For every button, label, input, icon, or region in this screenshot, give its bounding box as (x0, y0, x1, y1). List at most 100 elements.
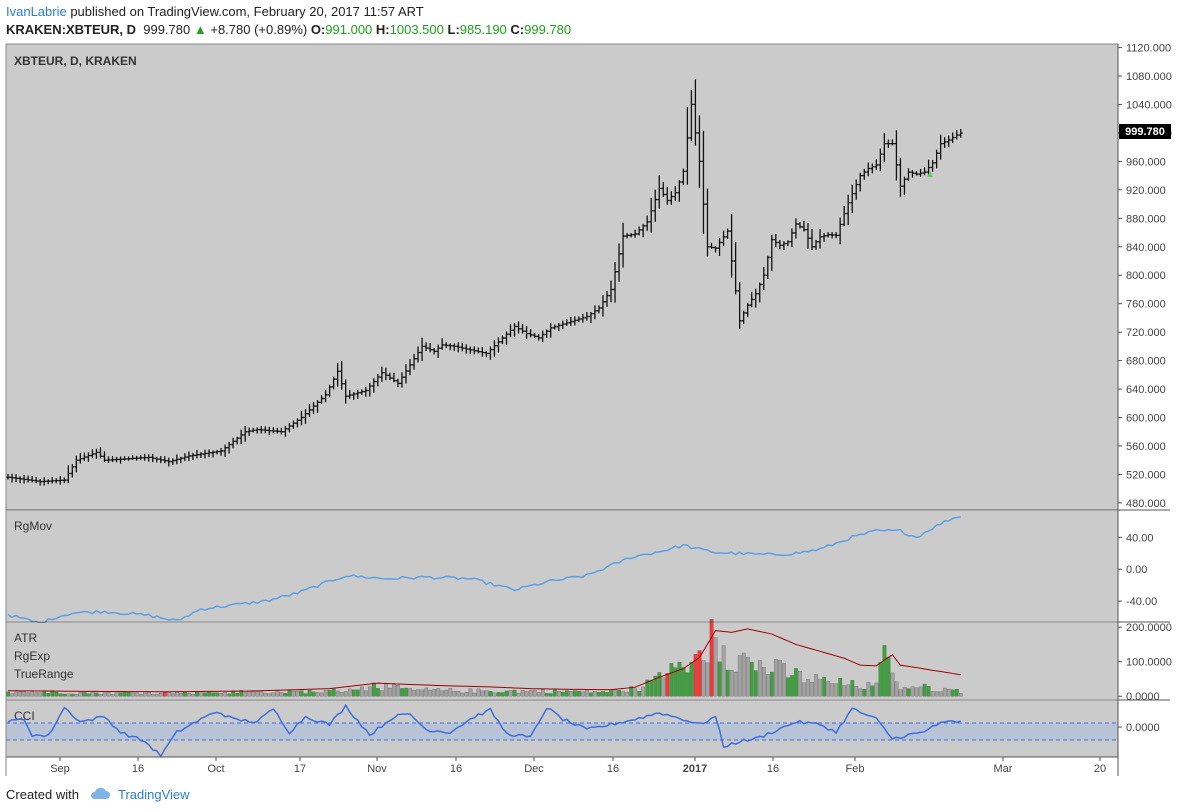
ohlc-bar (621, 222, 626, 268)
x-tick-label: Sep (50, 763, 70, 775)
ohlc-bar (339, 360, 344, 390)
truerange-bar (609, 690, 613, 697)
truerange-bar (46, 693, 51, 697)
ohlc-bar (30, 475, 35, 483)
truerange-bar (930, 691, 935, 697)
truerange-bar (476, 688, 481, 697)
ohlc-bar (94, 448, 99, 459)
ohlc-bar (267, 426, 272, 435)
ohlc-bar (34, 477, 39, 484)
ohlc-bar (749, 291, 754, 308)
ohlc-bar (609, 280, 613, 303)
truerange-bar (82, 692, 87, 697)
truerange-bar (339, 692, 344, 697)
truerange-bar (954, 689, 959, 697)
truerange-bar (512, 689, 517, 697)
rgmov-title: RgMov (14, 519, 52, 533)
ohlc-bar (247, 427, 252, 437)
atr-pane[interactable]: ATR RgExp TrueRange (6, 619, 1118, 699)
truerange-bar (561, 691, 565, 697)
truerange-bar (621, 691, 626, 697)
author-link[interactable]: IvanLabrie (6, 4, 67, 19)
truerange-bar (818, 679, 822, 697)
ohlc-bar (251, 427, 256, 433)
truerange-bar (259, 691, 264, 697)
y-tick-label: 880.000 (1126, 213, 1166, 225)
price-scales[interactable]: 480.000 520.000 560.000 600.000 640.000 680.0… (1118, 43, 1172, 734)
tradingview-link[interactable]: TradingView (118, 787, 190, 802)
truerange-bar (18, 691, 23, 697)
truerange-bar (709, 619, 714, 697)
truerange-bar (581, 691, 585, 697)
truerange-bar (741, 652, 746, 697)
ohlc-bar (271, 427, 276, 433)
ohlc-bar (303, 409, 308, 424)
ohlc-bar (769, 234, 774, 271)
ohlc-bar (761, 266, 766, 291)
ohlc-bar (641, 223, 646, 238)
truerange-bar (223, 692, 228, 697)
truerange-bar (866, 682, 871, 697)
truerange-bar (271, 692, 276, 697)
truerange-bar (263, 692, 268, 697)
ohlc-bar (343, 379, 348, 404)
ohlc-bar (82, 452, 87, 461)
ohlc-bar (456, 342, 461, 353)
truerange-bar (452, 691, 457, 697)
truerange-bar (472, 692, 477, 697)
ohlc-bar (560, 320, 565, 330)
ohlc-bar (918, 168, 923, 177)
x-tick-label: 16 (132, 763, 144, 775)
truerange-bar (267, 693, 272, 697)
price-pane[interactable]: XBTEUR, D, KRAKEN ▲ (6, 44, 1118, 510)
truerange-bar (138, 694, 143, 697)
truerange-bar (697, 650, 702, 697)
ohlc-bar (842, 205, 847, 227)
truerange-bar (504, 690, 509, 697)
truerange-bar (203, 692, 207, 697)
ohlc-bar (926, 159, 931, 176)
ohlc-bar (134, 455, 139, 461)
truerange-bar (315, 692, 320, 697)
ohlc-bar (693, 79, 698, 146)
truerange-bar (323, 690, 328, 697)
truerange-bar (661, 677, 666, 697)
truerange-bar (597, 692, 601, 697)
y-tick-label: 0.0000 (1126, 691, 1160, 703)
high-value: 1003.500 (389, 22, 444, 37)
ohlc-bar (556, 322, 561, 332)
rgmov-pane[interactable]: RgMov (6, 511, 1118, 625)
truerange-bar (950, 689, 955, 697)
ohlc-bar (287, 422, 292, 433)
cci-pane[interactable]: CCI (6, 701, 1118, 758)
y-tick-label: 480.000 (1126, 498, 1166, 510)
truerange-bar (922, 683, 927, 697)
truerange-bar (163, 691, 167, 697)
x-tick-label: Mar (994, 763, 1013, 775)
truerange-bar (388, 687, 392, 697)
truerange-bar (412, 689, 416, 697)
ohlc-bar (757, 282, 762, 303)
ohlc-bar (810, 229, 814, 251)
ohlc-bar (460, 343, 465, 352)
truerange-bar (854, 686, 859, 697)
truerange-bar (54, 691, 59, 697)
truerange-bar (175, 691, 179, 697)
ohlc-bar (46, 479, 51, 485)
ohlc-bar (914, 171, 919, 176)
ohlc-bar (600, 295, 605, 317)
ohlc-bar (854, 179, 859, 200)
time-axis[interactable]: Sep 16 Oct 17 Nov 16 Dec 16 2017 16 Feb Mar 20 (50, 757, 1106, 775)
truerange-bar (247, 691, 252, 697)
truerange-bar (870, 685, 875, 697)
ohlc-bar (596, 305, 601, 314)
low-label: L: (447, 22, 460, 37)
truerange-bar (858, 688, 863, 697)
ohlc-bar (58, 476, 63, 485)
truerange-bar (38, 692, 43, 697)
ohlc-bar (520, 324, 525, 334)
truerange-bar (460, 692, 465, 697)
ohlc-bar (162, 456, 167, 464)
ohlc-bar (22, 475, 27, 484)
